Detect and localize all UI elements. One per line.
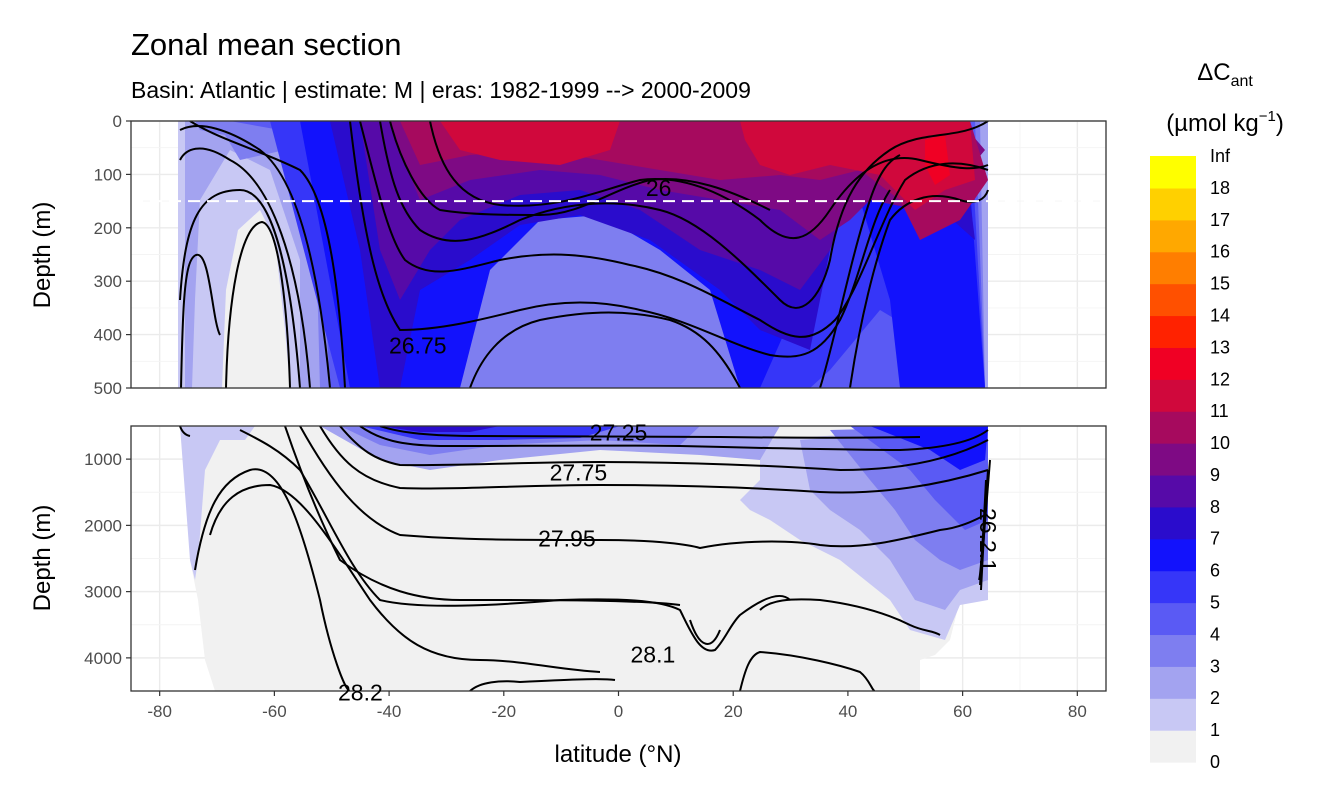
contour-label: 28.2	[338, 679, 383, 705]
legend-swatch	[1150, 570, 1196, 604]
legend-label: 2	[1210, 688, 1220, 708]
y-tick-label: 0	[113, 112, 122, 131]
contour-label: 26	[646, 175, 672, 201]
x-tick-label: -80	[147, 702, 172, 721]
panel-lower	[130, 425, 1107, 692]
legend-label: 17	[1210, 210, 1230, 230]
y-axis-title-lower: Depth (m)	[29, 505, 56, 612]
x-tick-label: 80	[1068, 702, 1087, 721]
top-fill-bulge-mid	[460, 215, 740, 388]
panel-upper	[130, 120, 1107, 389]
top-fill-neutral-west	[222, 210, 290, 388]
y-tick-label: 2000	[84, 516, 122, 535]
bottom-fill-west-lavender	[180, 426, 255, 580]
legend-label: 13	[1210, 337, 1230, 357]
panel-upper-fill	[178, 121, 988, 388]
legend-label: 12	[1210, 369, 1230, 389]
x-tick-label: -40	[377, 702, 402, 721]
legend-label: 9	[1210, 465, 1220, 485]
contour-label: 26.75	[389, 332, 447, 358]
legend-swatch	[1150, 283, 1196, 317]
contour-label: 27.95	[538, 526, 596, 552]
legend-swatch	[1150, 251, 1196, 285]
panel-upper-border	[130, 120, 1107, 389]
y-axis-title-upper: Depth (m)	[29, 202, 56, 309]
top-fill-crimson-east	[740, 121, 975, 210]
legend-swatch	[1150, 538, 1196, 572]
legend-swatch	[1150, 315, 1196, 348]
legend-swatch	[1150, 634, 1196, 667]
legend-colorbar	[1150, 156, 1196, 763]
y-tick-label: 300	[94, 272, 122, 291]
legend-label: 5	[1210, 593, 1220, 613]
panel-lower-fill	[180, 426, 988, 691]
x-tick-label: -20	[492, 702, 517, 721]
y-axis-lower: 1000 2000 3000 4000	[84, 450, 131, 668]
panel-lower-contours	[179, 426, 991, 691]
legend-swatch	[1150, 602, 1196, 636]
legend-label: 1	[1210, 720, 1220, 740]
x-axis: -80 -60 -40 -20 0 20 40 60 80	[147, 691, 1087, 721]
contour-label: 27.75	[550, 459, 608, 485]
legend-label: 6	[1210, 561, 1220, 581]
bottom-fill-west-deep	[380, 426, 500, 432]
legend-label: 0	[1210, 752, 1220, 772]
y-tick-label: 3000	[84, 583, 122, 602]
chart-subtitle: Basin: Atlantic | estimate: M | eras: 19…	[131, 77, 751, 103]
contour-label: 26.2.1	[975, 508, 1001, 572]
x-tick-label: 0	[614, 702, 623, 721]
legend-label: 18	[1210, 178, 1230, 198]
legend-swatch	[1150, 187, 1196, 221]
legend-swatch	[1150, 698, 1196, 731]
top-fill-red-spot	[925, 135, 950, 185]
legend-label: 3	[1210, 656, 1220, 676]
x-axis-title: latitude (°N)	[555, 741, 682, 768]
legend-title-main: ΔCant	[1197, 59, 1253, 90]
legend-swatch	[1150, 219, 1196, 253]
x-tick-label: 60	[953, 702, 972, 721]
legend-label: Inf	[1210, 146, 1231, 166]
legend-swatch	[1150, 379, 1196, 412]
y-axis-upper: 0 100 200 300 400 500	[94, 112, 131, 398]
legend-label: 11	[1210, 401, 1229, 421]
legend-label: 8	[1210, 497, 1220, 517]
legend-label: 16	[1210, 242, 1230, 262]
legend-swatch	[1150, 411, 1196, 444]
legend-label: 10	[1210, 433, 1230, 453]
legend-swatch	[1150, 156, 1196, 189]
legend-label: 7	[1210, 529, 1220, 549]
chart-title: Zonal mean section	[131, 27, 402, 62]
x-tick-label: -60	[262, 702, 287, 721]
y-tick-label: 4000	[84, 649, 122, 668]
legend-swatch	[1150, 443, 1196, 476]
x-tick-label: 40	[838, 702, 857, 721]
legend-title-units: (µmol kg−1)	[1166, 108, 1284, 137]
contour-label: 28.1	[631, 642, 676, 668]
legend-swatch	[1150, 474, 1196, 508]
legend-swatch	[1150, 666, 1196, 699]
y-tick-label: 400	[94, 326, 122, 345]
legend-swatch	[1150, 347, 1196, 380]
legend: ΔCant (µmol kg−1) 0123456789101112131415…	[1150, 59, 1284, 772]
legend-swatch	[1150, 730, 1196, 763]
y-tick-label: 500	[94, 379, 122, 398]
panel-upper-contours	[179, 121, 989, 388]
legend-label: 4	[1210, 624, 1220, 644]
y-tick-label: 100	[94, 165, 122, 184]
contour-label: 27.25	[590, 420, 648, 446]
legend-label: 14	[1210, 305, 1230, 325]
legend-swatch	[1150, 506, 1196, 540]
contour-labels: 26 26.75 27.25 27.75 27.95 28.1 28.2 26.2.1	[338, 175, 1001, 706]
y-tick-label: 200	[94, 219, 122, 238]
legend-label: 15	[1210, 274, 1230, 294]
x-tick-label: 20	[724, 702, 743, 721]
top-fill-crimson-west	[440, 121, 620, 165]
y-tick-label: 1000	[84, 450, 122, 469]
